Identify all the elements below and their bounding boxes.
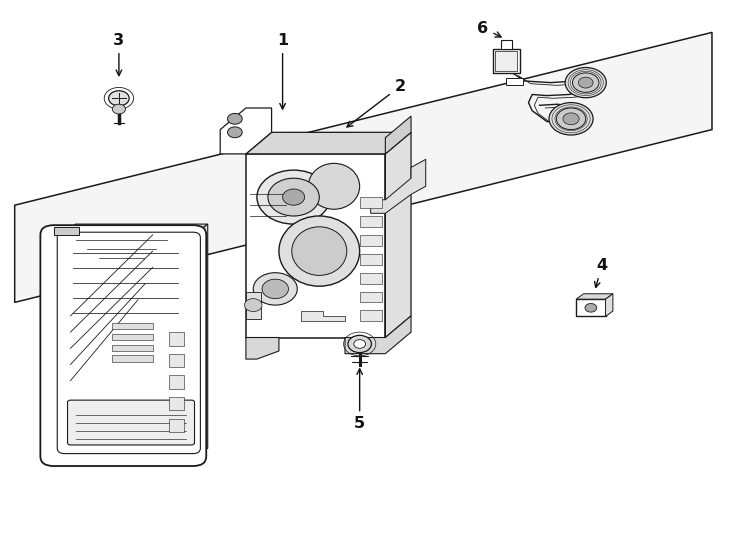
Bar: [360, 273, 382, 284]
Bar: [493, 49, 520, 73]
Text: 1: 1: [277, 33, 288, 109]
Polygon shape: [345, 316, 411, 354]
Circle shape: [228, 113, 242, 124]
FancyBboxPatch shape: [68, 400, 195, 445]
Ellipse shape: [308, 163, 360, 209]
Circle shape: [109, 91, 129, 106]
Circle shape: [112, 104, 126, 114]
Circle shape: [563, 113, 579, 125]
Circle shape: [262, 279, 288, 299]
Bar: [169, 375, 184, 389]
Polygon shape: [246, 132, 411, 154]
Ellipse shape: [292, 227, 347, 275]
Polygon shape: [193, 224, 208, 456]
Polygon shape: [385, 132, 411, 338]
Text: 4: 4: [595, 258, 608, 287]
Circle shape: [556, 108, 586, 130]
Bar: [169, 397, 184, 410]
Circle shape: [573, 73, 599, 92]
Bar: [495, 51, 517, 71]
Bar: [169, 332, 184, 346]
Bar: [576, 299, 606, 316]
Circle shape: [257, 170, 330, 224]
Circle shape: [244, 299, 262, 312]
Circle shape: [268, 178, 319, 216]
Circle shape: [348, 335, 371, 353]
Circle shape: [354, 340, 366, 348]
Bar: [169, 418, 184, 432]
Bar: [169, 354, 184, 367]
Circle shape: [228, 127, 242, 138]
Circle shape: [549, 103, 593, 135]
Text: 2: 2: [347, 79, 406, 127]
Polygon shape: [246, 292, 261, 319]
Bar: [360, 254, 382, 265]
Polygon shape: [246, 338, 279, 359]
Circle shape: [585, 303, 597, 312]
Circle shape: [578, 77, 593, 88]
Bar: [360, 292, 382, 302]
Bar: [360, 310, 382, 321]
Text: 5: 5: [354, 369, 366, 431]
Bar: [112, 355, 153, 362]
FancyBboxPatch shape: [40, 225, 206, 466]
Polygon shape: [301, 310, 345, 321]
Bar: [112, 345, 153, 351]
Bar: [112, 334, 153, 340]
Text: 3: 3: [113, 33, 125, 76]
Circle shape: [565, 68, 606, 98]
Bar: [360, 197, 382, 208]
Bar: [360, 216, 382, 227]
Polygon shape: [606, 294, 613, 316]
Ellipse shape: [279, 216, 360, 286]
Polygon shape: [61, 224, 208, 235]
Polygon shape: [54, 227, 79, 235]
Polygon shape: [371, 159, 426, 213]
Bar: [501, 40, 512, 49]
Text: 6: 6: [477, 21, 501, 37]
Circle shape: [283, 189, 305, 205]
Polygon shape: [220, 108, 272, 154]
Polygon shape: [15, 32, 712, 302]
Bar: [360, 235, 382, 246]
Polygon shape: [385, 116, 411, 154]
Bar: [112, 323, 153, 329]
Bar: [506, 78, 523, 85]
Polygon shape: [246, 154, 385, 338]
Polygon shape: [576, 294, 613, 299]
Circle shape: [253, 273, 297, 305]
